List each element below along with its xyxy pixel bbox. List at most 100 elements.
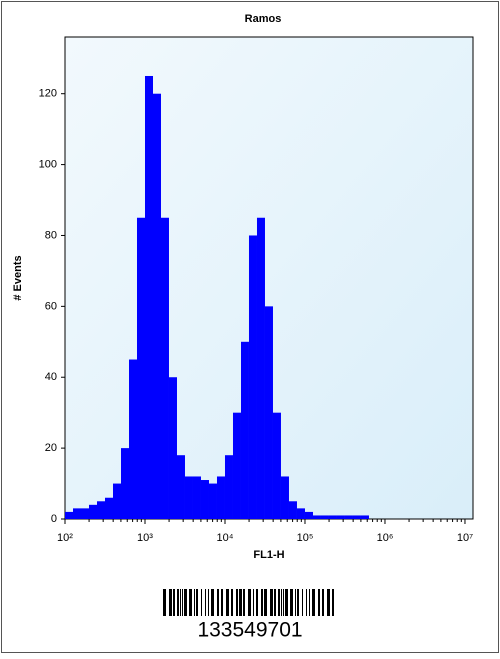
x-tick-label: 10⁶	[377, 532, 394, 544]
x-axis-label: FL1-H	[253, 549, 284, 561]
bar	[360, 515, 369, 519]
barcode-bar	[163, 589, 166, 616]
bar	[280, 476, 289, 519]
barcode-bar	[285, 589, 288, 616]
barcode-bar	[201, 589, 202, 616]
bar	[288, 501, 297, 519]
bar	[152, 93, 161, 520]
chart-title: Ramos	[245, 13, 282, 25]
barcode-bar	[217, 589, 219, 616]
barcode-bar	[243, 589, 245, 616]
barcode-bar	[295, 589, 296, 616]
barcode-bar	[290, 589, 293, 616]
y-axis-label: # Events	[12, 255, 24, 300]
barcode-bar	[231, 589, 233, 616]
bar	[144, 75, 153, 519]
x-tick-label: 10⁷	[457, 532, 473, 544]
barcode-bar	[322, 589, 324, 616]
y-tick-label: 0	[51, 513, 57, 525]
bar	[104, 497, 113, 519]
bar	[128, 359, 137, 519]
y-tick-label: 20	[45, 442, 57, 454]
barcode-bar	[302, 589, 303, 616]
x-tick-label: 10³	[137, 532, 153, 544]
barcode-bar	[327, 589, 330, 616]
barcode-bar	[318, 589, 320, 616]
x-tick-label: 10²	[57, 532, 73, 544]
bar	[320, 515, 329, 519]
bar	[160, 217, 169, 519]
bar	[312, 515, 321, 519]
bar	[96, 501, 105, 519]
bar	[304, 511, 313, 519]
bar	[65, 511, 74, 519]
bar	[336, 515, 345, 519]
bar	[216, 476, 225, 519]
barcode-number: 133549701	[197, 619, 302, 642]
barcode-bar	[205, 589, 206, 616]
barcode-bar	[297, 589, 299, 616]
y-tick-label: 120	[39, 88, 57, 100]
barcode-bar	[173, 589, 175, 616]
barcode-bar	[264, 589, 267, 616]
barcode-bar	[270, 589, 273, 616]
bar	[256, 217, 265, 519]
barcode-bar	[194, 589, 195, 616]
barcode-bar	[306, 589, 307, 616]
bar	[264, 306, 273, 519]
barcode-bar	[253, 589, 254, 616]
bar	[200, 480, 209, 519]
barcode-bar	[309, 589, 310, 616]
bar	[248, 235, 257, 519]
bar	[120, 448, 129, 519]
barcode-bar	[182, 589, 183, 616]
barcode-bar	[184, 589, 187, 616]
barcode-bar	[239, 589, 242, 616]
x-tick-label: 10⁴	[217, 532, 234, 544]
bar	[352, 515, 361, 519]
bar	[184, 476, 193, 519]
barcode-bar	[196, 589, 198, 616]
barcode-bar	[221, 589, 223, 616]
bar	[112, 483, 121, 519]
barcode-bar	[274, 589, 276, 616]
bar	[168, 377, 177, 519]
barcode-bar	[189, 589, 192, 616]
barcode-bar	[261, 589, 263, 616]
y-tick-label: 100	[39, 158, 57, 170]
bar	[208, 483, 217, 519]
barcode-bar	[236, 589, 238, 616]
barcode-bar	[312, 589, 315, 616]
bar	[272, 412, 281, 519]
bar	[136, 217, 145, 519]
barcode-bar	[332, 589, 334, 616]
bar	[344, 515, 353, 519]
bar	[224, 455, 233, 519]
barcode-bar	[226, 589, 229, 616]
barcode-bar	[281, 589, 282, 616]
bar	[176, 455, 185, 519]
y-tick-label: 80	[45, 229, 57, 241]
x-tick-label: 10⁵	[297, 532, 314, 544]
barcode-bar	[283, 589, 284, 616]
y-tick-label: 60	[45, 300, 57, 312]
bar	[192, 476, 201, 519]
barcode-bar	[177, 589, 179, 616]
barcode-bar	[180, 589, 181, 616]
bar	[232, 412, 241, 519]
y-tick-label: 40	[45, 371, 57, 383]
bar	[73, 508, 82, 519]
barcode-bar	[208, 589, 209, 616]
barcode-bar	[248, 589, 251, 616]
bar	[88, 504, 97, 519]
bar	[296, 508, 305, 519]
barcode	[163, 589, 334, 616]
bar	[81, 508, 89, 519]
barcode-bar	[169, 589, 172, 616]
barcode-bar	[211, 589, 214, 616]
barcode-bar	[278, 589, 280, 616]
bar	[240, 341, 249, 519]
barcode-bar	[256, 589, 258, 616]
bar	[328, 515, 337, 519]
